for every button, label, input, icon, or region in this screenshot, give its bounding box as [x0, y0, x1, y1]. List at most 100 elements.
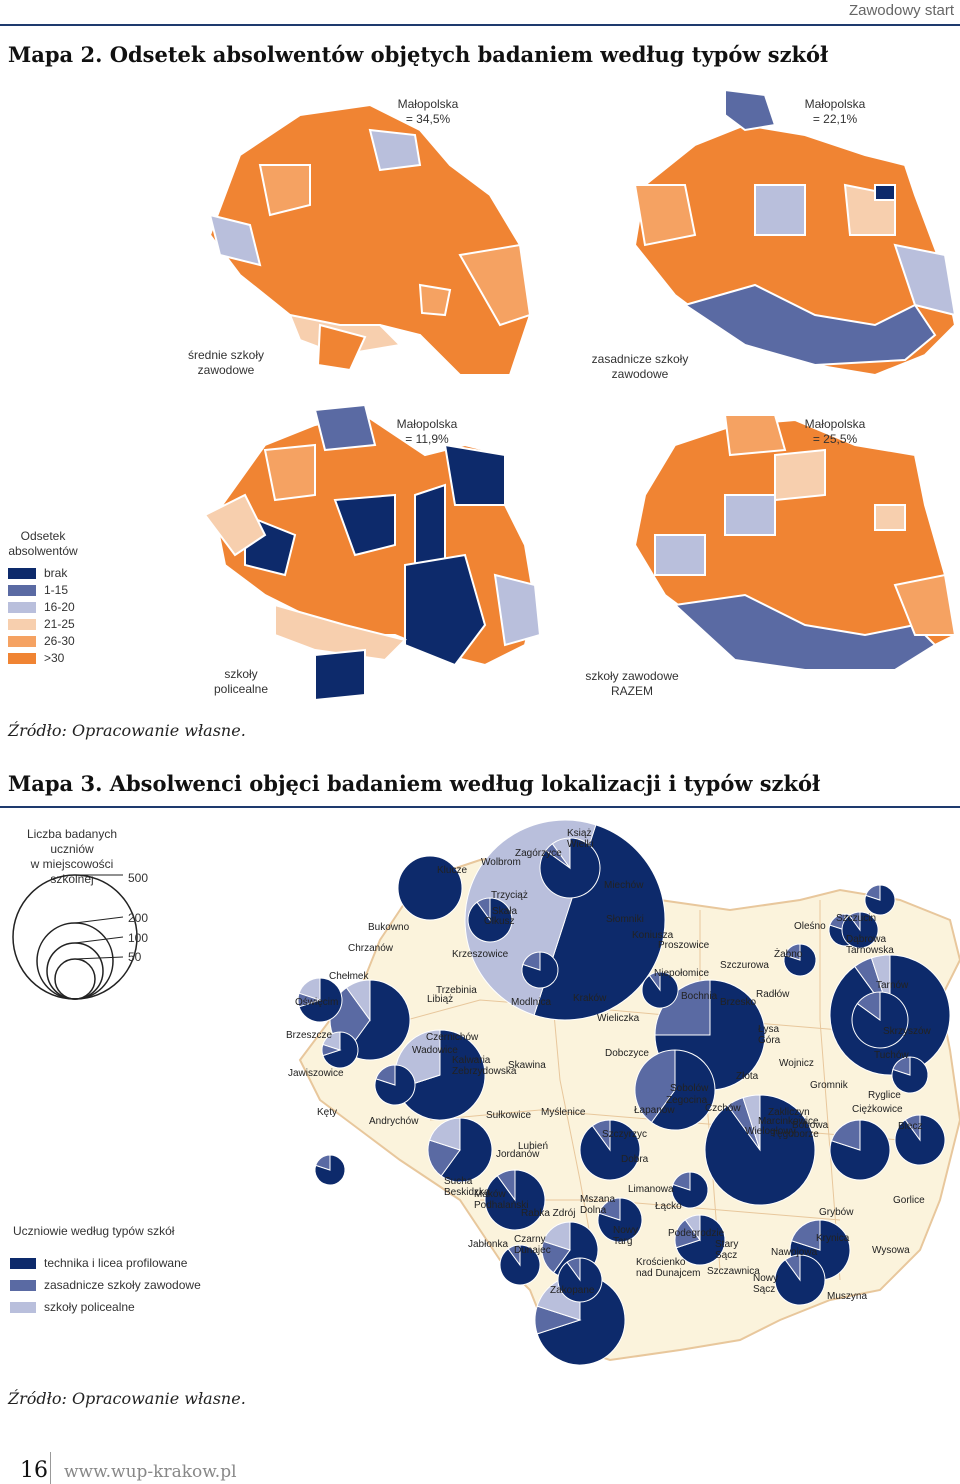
town-label: Jabłonka	[468, 1239, 509, 1250]
town-label: Wielogłowy	[745, 1126, 796, 1137]
pie-slice	[648, 971, 661, 992]
town-label: Sułkowice	[486, 1110, 532, 1121]
pie-slice	[427, 1139, 461, 1177]
pie-slice	[865, 884, 881, 901]
town-label: Myślenice	[541, 1107, 586, 1118]
footer-url[interactable]: www.wup-krakow.pl	[64, 1462, 237, 1482]
town-label: Wadowice	[412, 1045, 458, 1056]
town-label: Skrzyszów	[883, 1026, 931, 1037]
town-label: Bukowno	[368, 922, 410, 933]
legend-label: 21-25	[44, 617, 75, 631]
map2-panel-4-stat: Małopolska = 25,5%	[804, 417, 866, 446]
map3-type-legend-title: Uczniowie według typów szkół	[13, 1224, 175, 1238]
map2-legend-title: Odsetek absolwentów	[8, 529, 78, 558]
map3-type-legend-item: technika i licea profilowane	[10, 1252, 201, 1274]
town-label: Proszowice	[658, 940, 710, 951]
town-label: Łysa Góra	[758, 1024, 781, 1046]
pie-slice	[397, 855, 463, 921]
town-label: Książ Wielki	[567, 828, 594, 850]
town-label: Olkusz	[484, 916, 515, 927]
pie-slice	[476, 897, 491, 922]
map3-type-legend: technika i licea profilowane zasadnicze s…	[10, 1252, 201, 1318]
town-label: Dąbrowa Tarnowska	[846, 934, 894, 956]
town-label: Sobolów	[670, 1083, 709, 1094]
pie-slice	[650, 1049, 716, 1131]
size-circle-50	[54, 958, 96, 1000]
map2-panel-1-stat: Małopolska = 34,5%	[397, 97, 459, 126]
size-circle-500	[12, 874, 138, 1000]
map2-legend: Odsetek absolwentów brak 1-15 16-20 21-25 26…	[8, 529, 78, 667]
town-label: Limanowa	[628, 1184, 674, 1195]
town-label: Wieliczka	[597, 1013, 640, 1024]
town-label: Tarnów	[876, 980, 909, 991]
legend-swatch	[8, 636, 36, 647]
pie-slice	[742, 1094, 761, 1151]
pie-slice	[428, 1117, 461, 1151]
town-label: Miechów	[604, 880, 644, 891]
pie-slice	[892, 1056, 911, 1076]
town-label: Wolbrom	[481, 857, 521, 868]
pie-slice	[672, 1171, 691, 1191]
map2-legend-item: 1-15	[8, 582, 78, 599]
map2-legend-item: 26-30	[8, 633, 78, 650]
town-label: Modlnica	[511, 997, 552, 1008]
town-label: Tęgoborze	[771, 1129, 819, 1140]
town-label: Szczucin	[836, 913, 877, 924]
town-label: Ciężkowice	[852, 1104, 903, 1115]
map3-pie-layer	[297, 819, 951, 1366]
town-label: Koniusza	[632, 930, 674, 941]
legend-swatch	[8, 619, 36, 630]
pie-slice	[829, 913, 846, 931]
town-label: Sucha Beskidzka	[444, 1176, 490, 1198]
pie-slice	[507, 1244, 521, 1267]
town-label: Gorlice	[893, 1195, 925, 1206]
town-label: Chrzanów	[348, 943, 394, 954]
town-label: Dobra	[621, 1154, 649, 1165]
map2-legend-item: 16-20	[8, 599, 78, 616]
map3-type-legend-item: zasadnicze szkoły zawodowe	[10, 1274, 201, 1296]
town-label: Trzebinia	[436, 985, 477, 996]
map2-panel-1-regions	[208, 103, 532, 376]
town-label: Oleśno	[794, 921, 826, 932]
map2-panel-3-map	[203, 403, 542, 702]
town-label: Krzeszowice	[452, 949, 509, 960]
map2-panel-2-map	[633, 88, 957, 377]
running-header: Zawodowy start	[848, 2, 954, 19]
map2-panel-2-label: zasadnicze szkoły zawodowe	[591, 352, 689, 381]
pie-slice	[522, 951, 541, 971]
legend-label: zasadnicze szkoły zawodowe	[44, 1277, 201, 1292]
pie-slice	[904, 1114, 921, 1142]
town-label: Zakliczyn	[768, 1107, 810, 1118]
map2-panel-4-label: szkoły zawodowe RAZEM	[585, 669, 679, 698]
pie-slice	[375, 1064, 396, 1086]
town-label: Zakopane	[550, 1285, 595, 1296]
pie-slice	[298, 977, 321, 1001]
legend-label: szkoły policealne	[44, 1299, 135, 1314]
pie-slice	[848, 911, 861, 932]
town-label: Tuchów	[874, 1050, 909, 1061]
town-label: Szczyrzyc	[602, 1129, 647, 1140]
pie-slice	[440, 1117, 493, 1183]
pie-slice	[591, 1119, 611, 1152]
pie-slice	[345, 979, 371, 1022]
town-label: Wysowa	[872, 1245, 910, 1256]
town-label: Muszyna	[827, 1291, 868, 1302]
town-label: Ryglice	[868, 1090, 901, 1101]
town-label: Bobowa	[792, 1120, 829, 1131]
pie-slice	[598, 1197, 621, 1221]
map3-size-legend-circles	[12, 874, 138, 1000]
town-label: Kraków	[573, 993, 607, 1004]
map2-legend-items: brak 1-15 16-20 21-25 26-30 >30	[8, 565, 78, 667]
town-label: Wojnicz	[779, 1058, 814, 1069]
map2-legend-item: brak	[8, 565, 78, 582]
town-label: Jordanów	[496, 1149, 540, 1160]
legend-swatch	[10, 1279, 36, 1291]
size-legend-500: 500	[128, 871, 149, 885]
town-label: Szczurowa	[720, 960, 769, 971]
town-label: Zagórzyce	[515, 848, 562, 859]
town-label: Dobczyce	[605, 1048, 649, 1059]
town-label: Lubień	[518, 1141, 549, 1152]
pie-slice	[856, 991, 881, 1021]
town-label: Gromnik	[810, 1080, 848, 1091]
town-label: Maków Podhalański	[474, 1189, 529, 1211]
